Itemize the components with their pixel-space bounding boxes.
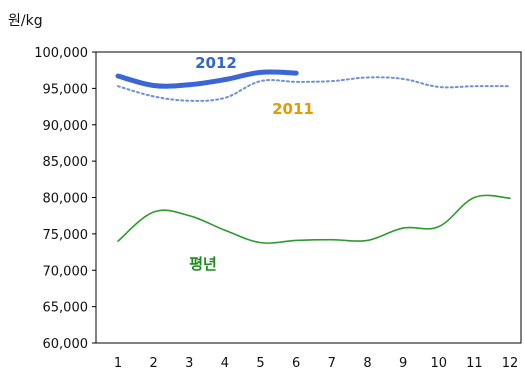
y-tick-label: 60,000 <box>43 337 89 352</box>
x-tick-label: 4 <box>221 356 229 371</box>
x-tick-label: 1 <box>114 356 122 371</box>
x-tick-label: 10 <box>430 356 447 371</box>
plot-area <box>95 51 522 344</box>
x-tick-label: 9 <box>399 356 407 371</box>
y-axis-unit-label: 원/kg <box>8 13 43 29</box>
x-tick-label: 5 <box>256 356 264 371</box>
series-line-average <box>117 194 511 244</box>
y-tick-label: 85,000 <box>43 155 89 170</box>
x-tick-label: 6 <box>292 356 300 371</box>
x-tick-label: 2 <box>149 356 157 371</box>
y-tick-label: 95,000 <box>43 82 89 97</box>
series-line-2012 <box>115 69 299 89</box>
y-tick-label: 75,000 <box>43 228 89 243</box>
x-tick-label: 8 <box>363 356 371 371</box>
series-label-2012: 2012 <box>195 54 237 72</box>
x-tick-label: 12 <box>502 356 519 371</box>
y-tick-label: 65,000 <box>43 301 89 316</box>
x-tick-label: 7 <box>328 356 336 371</box>
y-tick-label: 70,000 <box>43 264 89 279</box>
y-tick-label: 80,000 <box>43 192 89 207</box>
y-tick-label: 100,000 <box>34 46 88 61</box>
series-label-average: 평년 <box>189 255 217 273</box>
series-line-2011 <box>117 76 511 102</box>
y-tick-label: 90,000 <box>43 119 89 134</box>
series-label-2011: 2011 <box>272 100 314 118</box>
x-tick-label: 11 <box>466 356 483 371</box>
x-tick-label: 3 <box>185 356 193 371</box>
